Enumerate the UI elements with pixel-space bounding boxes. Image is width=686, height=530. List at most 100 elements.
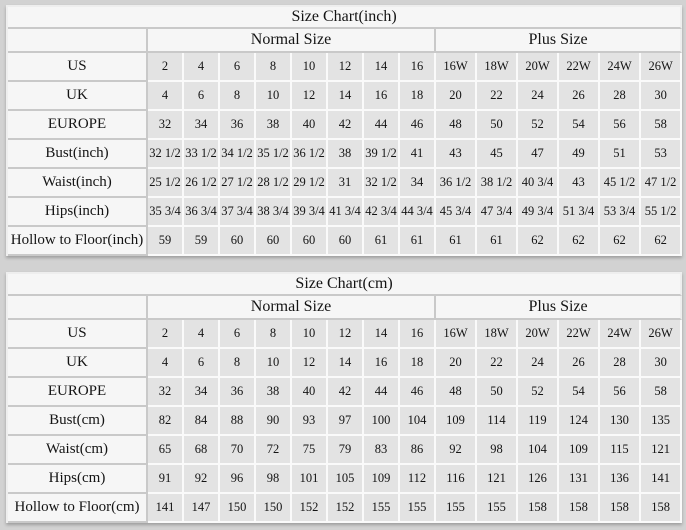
size-value-cell: 49 3/4 <box>518 198 559 227</box>
size-value-cell: 124 <box>559 407 600 436</box>
size-value-cell: 141 <box>148 494 184 523</box>
size-value-cell: 39 3/4 <box>292 198 328 227</box>
size-value-cell: 18W <box>477 320 518 349</box>
size-value-cell: 36 1/2 <box>292 140 328 169</box>
size-chart-table-size-chart-inch: Size Chart(inch) Normal Size Plus Size US 2 4… <box>6 5 683 256</box>
size-value-cell: 56 <box>600 378 641 407</box>
row-label: Hips(inch) <box>8 198 148 227</box>
size-value-cell: 42 <box>328 378 364 407</box>
size-value-cell: 155 <box>436 494 477 523</box>
size-value-cell: 54 <box>559 111 600 140</box>
size-value-cell: 34 <box>184 378 220 407</box>
size-value-cell: 24 <box>518 349 559 378</box>
size-value-cell: 28 <box>600 349 641 378</box>
size-value-cell: 46 <box>400 111 436 140</box>
table-row-hips-inch: Hips(inch) 35 3/4 36 3/4 37 3/4 38 3/4 39 3/4… <box>8 198 683 227</box>
size-value-cell: 115 <box>600 436 641 465</box>
size-value-cell: 51 3/4 <box>559 198 600 227</box>
table-row-uk: UK 4 6 8 10 12 14 16 18 20 22 24 26 28 30 <box>8 349 683 378</box>
size-value-cell: 84 <box>184 407 220 436</box>
chart-title: Size Chart(inch) <box>8 7 683 29</box>
size-value-cell: 112 <box>400 465 436 494</box>
table-row-bust-inch: Bust(inch) 32 1/2 33 1/2 34 1/2 35 1/2 36 1/2… <box>8 140 683 169</box>
size-value-cell: 40 3/4 <box>518 169 559 198</box>
size-value-cell: 46 <box>400 378 436 407</box>
size-value-cell: 96 <box>220 465 256 494</box>
size-value-cell: 32 <box>148 378 184 407</box>
row-label: UK <box>8 349 148 378</box>
size-value-cell: 14 <box>328 349 364 378</box>
size-value-cell: 104 <box>400 407 436 436</box>
size-value-cell: 147 <box>184 494 220 523</box>
size-value-cell: 29 1/2 <box>292 169 328 198</box>
table-row-uk: UK 4 6 8 10 12 14 16 18 20 22 24 26 28 30 <box>8 82 683 111</box>
size-value-cell: 10 <box>256 349 292 378</box>
size-value-cell: 34 <box>184 111 220 140</box>
size-value-cell: 105 <box>328 465 364 494</box>
size-value-cell: 14 <box>328 82 364 111</box>
size-value-cell: 79 <box>328 436 364 465</box>
size-value-cell: 100 <box>364 407 400 436</box>
row-label: EUROPE <box>8 111 148 140</box>
size-value-cell: 44 <box>364 378 400 407</box>
size-value-cell: 98 <box>477 436 518 465</box>
size-value-cell: 58 <box>641 111 683 140</box>
size-value-cell: 8 <box>256 53 292 82</box>
size-value-cell: 83 <box>364 436 400 465</box>
size-value-cell: 32 1/2 <box>364 169 400 198</box>
row-label: UK <box>8 82 148 111</box>
size-value-cell: 60 <box>256 227 292 256</box>
size-value-cell: 150 <box>220 494 256 523</box>
group-header-row: Normal Size Plus Size <box>8 296 683 320</box>
size-value-cell: 54 <box>559 378 600 407</box>
size-value-cell: 8 <box>220 349 256 378</box>
size-chart-cm: Size Chart(cm) Normal Size Plus Size US 2 4 6 8… <box>6 272 683 523</box>
size-value-cell: 6 <box>220 320 256 349</box>
row-label: Waist(inch) <box>8 169 148 198</box>
size-value-cell: 26W <box>641 53 683 82</box>
size-value-cell: 121 <box>477 465 518 494</box>
size-value-cell: 82 <box>148 407 184 436</box>
size-value-cell: 22W <box>559 53 600 82</box>
row-label: EUROPE <box>8 378 148 407</box>
size-value-cell: 24W <box>600 53 641 82</box>
size-value-cell: 49 <box>559 140 600 169</box>
size-value-cell: 60 <box>292 227 328 256</box>
size-value-cell: 130 <box>600 407 641 436</box>
size-value-cell: 135 <box>641 407 683 436</box>
size-value-cell: 24W <box>600 320 641 349</box>
size-value-cell: 26 <box>559 349 600 378</box>
size-value-cell: 158 <box>518 494 559 523</box>
size-value-cell: 25 1/2 <box>148 169 184 198</box>
size-value-cell: 18W <box>477 53 518 82</box>
size-value-cell: 91 <box>148 465 184 494</box>
table-row-hollow-to-floor-cm: Hollow to Floor(cm) 141 147 150 150 152 152 155… <box>8 494 683 523</box>
group-header-plus-size: Plus Size <box>436 29 683 53</box>
size-value-cell: 6 <box>220 53 256 82</box>
group-header-plus-size: Plus Size <box>436 296 683 320</box>
size-value-cell: 104 <box>518 436 559 465</box>
size-value-cell: 70 <box>220 436 256 465</box>
size-value-cell: 155 <box>477 494 518 523</box>
size-value-cell: 16 <box>400 320 436 349</box>
size-value-cell: 62 <box>641 227 683 256</box>
table-row-europe: EUROPE 32 34 36 38 40 42 44 46 48 50 52 54 56 58 <box>8 378 683 407</box>
size-value-cell: 60 <box>328 227 364 256</box>
size-value-cell: 121 <box>641 436 683 465</box>
size-value-cell: 4 <box>184 53 220 82</box>
size-value-cell: 22 <box>477 82 518 111</box>
size-value-cell: 92 <box>436 436 477 465</box>
size-value-cell: 30 <box>641 349 683 378</box>
table-row-waist-inch: Waist(inch) 25 1/2 26 1/2 27 1/2 28 1/2 29 1/… <box>8 169 683 198</box>
size-value-cell: 101 <box>292 465 328 494</box>
size-value-cell: 38 <box>256 111 292 140</box>
title-row: Size Chart(inch) <box>8 7 683 29</box>
size-value-cell: 53 <box>641 140 683 169</box>
size-value-cell: 2 <box>148 320 184 349</box>
size-value-cell: 150 <box>256 494 292 523</box>
size-value-cell: 50 <box>477 378 518 407</box>
table-row-hips-cm: Hips(cm) 91 92 96 98 101 105 109 112 116 121 126 131… <box>8 465 683 494</box>
size-value-cell: 26W <box>641 320 683 349</box>
size-value-cell: 136 <box>600 465 641 494</box>
